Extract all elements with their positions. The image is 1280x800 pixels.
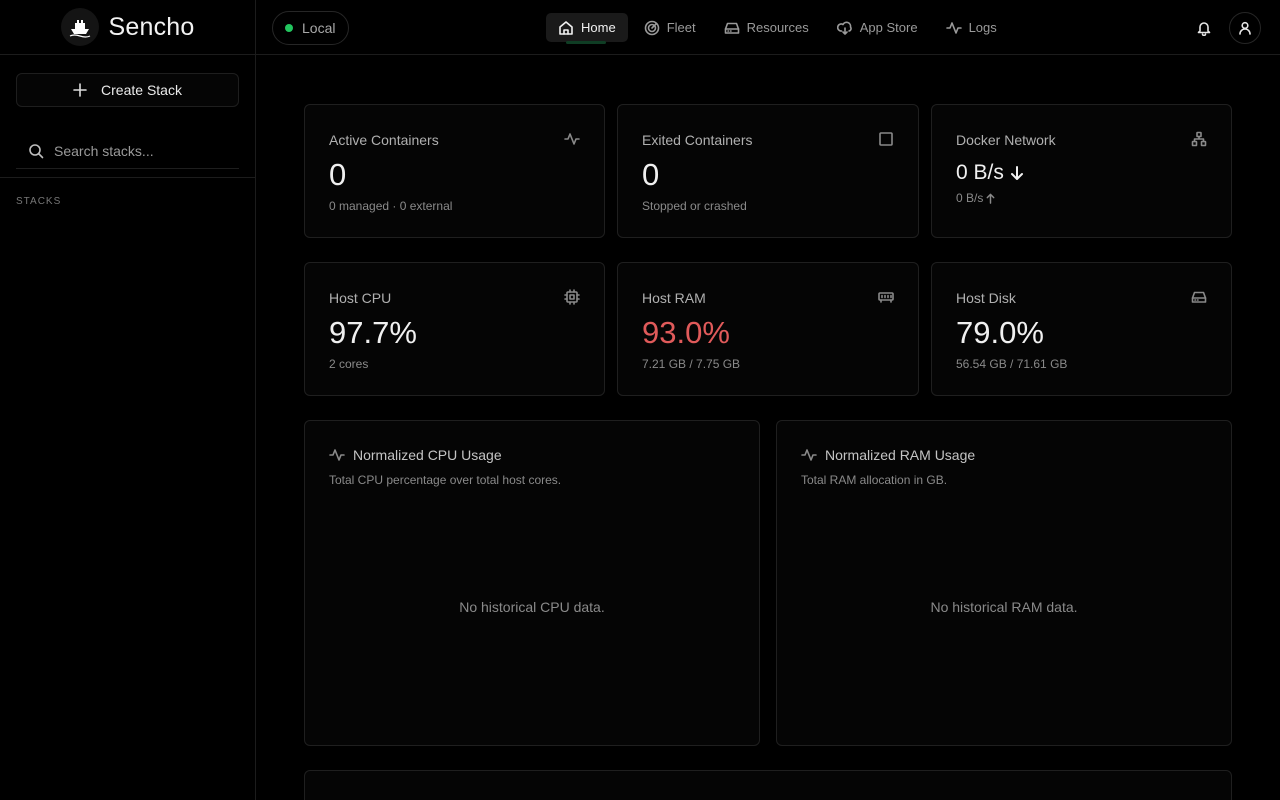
ram-usage-chart-card: Normalized RAM Usage Total RAM allocatio… [776, 420, 1232, 746]
nav-app-store-label: App Store [859, 20, 918, 35]
cpu-usage-chart-card: Normalized CPU Usage Total CPU percentag… [304, 420, 760, 746]
network-icon [1191, 131, 1207, 147]
home-icon [558, 20, 574, 36]
nav-fleet-label: Fleet [666, 20, 696, 35]
chart-header: Normalized RAM Usage [801, 447, 975, 463]
square-icon [878, 131, 894, 147]
hard-drive-icon [724, 20, 740, 36]
activity-icon [945, 20, 962, 36]
exited-containers-card: Exited Containers 0 Stopped or crashed [617, 104, 919, 238]
search-input[interactable] [54, 142, 234, 159]
search-icon [28, 143, 44, 159]
network-rx: 0 B/s [956, 161, 1026, 185]
nav-app-store[interactable]: App Store [825, 13, 930, 42]
card-label: Host Disk [956, 290, 1016, 306]
hard-drive-icon [1191, 289, 1207, 305]
app-name: Sencho [108, 12, 195, 41]
chart-title: Normalized CPU Usage [353, 447, 502, 463]
card-subtext: Stopped or crashed [642, 199, 747, 213]
activity-icon [564, 131, 580, 147]
active-indicator [566, 41, 606, 44]
network-tx: 0 B/s [956, 191, 996, 205]
card-subtext: 2 cores [329, 357, 369, 371]
arrow-down-icon [1008, 164, 1026, 182]
empty-state-message: No historical CPU data. [459, 599, 605, 615]
card-label: Active Containers [329, 132, 439, 148]
nav-logs-label: Logs [968, 20, 997, 35]
card-value: 0 [329, 157, 347, 192]
network-rx-value: 0 B/s [956, 161, 1004, 184]
create-stack-button[interactable]: Create Stack [16, 73, 239, 107]
card-value: 93.0% [642, 315, 730, 350]
card-value: 97.7% [329, 315, 417, 350]
cloud-download-icon [836, 20, 853, 36]
bottom-panel-card [304, 770, 1232, 800]
node-label: Local [302, 20, 336, 36]
nav-home[interactable]: Home [546, 13, 628, 44]
chart-title: Normalized RAM Usage [825, 447, 976, 463]
ship-logo-icon [60, 8, 99, 46]
memory-stick-icon [878, 289, 894, 305]
create-stack-label: Create Stack [101, 82, 182, 98]
card-subtext: 0 managed · 0 external [329, 199, 453, 213]
notifications-button[interactable] [1188, 12, 1220, 44]
activity-icon [329, 447, 345, 463]
node-status-dot [285, 24, 293, 32]
card-value: 0 [642, 157, 660, 192]
main-nav: Home Fleet Resources App Store Logs [546, 13, 1009, 44]
cpu-icon [564, 289, 580, 305]
network-tx-value: 0 B/s [956, 191, 984, 205]
docker-network-card: Docker Network 0 B/s 0 B/s [931, 104, 1232, 238]
card-label: Exited Containers [642, 132, 753, 148]
nav-home-label: Home [581, 20, 616, 35]
bell-icon [1196, 20, 1212, 36]
nav-fleet[interactable]: Fleet [632, 13, 708, 42]
sidebar-divider [0, 177, 256, 178]
host-cpu-card: Host CPU 97.7% 2 cores [304, 262, 605, 396]
user-icon [1237, 20, 1253, 36]
topbar: Local Home Fleet Resources App Stor [256, 0, 1280, 55]
card-subtext: 56.54 GB / 71.61 GB [956, 357, 1068, 371]
active-containers-card: Active Containers 0 0 managed · 0 extern… [304, 104, 605, 238]
chart-description: Total RAM allocation in GB. [801, 473, 948, 487]
host-ram-card: Host RAM 93.0% 7.21 GB / 7.75 GB [617, 262, 919, 396]
plus-icon [73, 83, 87, 97]
card-subtext: 7.21 GB / 7.75 GB [642, 357, 741, 371]
nav-logs[interactable]: Logs [934, 13, 1009, 42]
user-menu-button[interactable] [1229, 12, 1261, 44]
nav-resources-label: Resources [746, 20, 809, 35]
chart-header: Normalized CPU Usage [329, 447, 502, 463]
arrow-up-icon [985, 193, 996, 204]
stack-search[interactable] [16, 133, 239, 169]
card-label: Host RAM [642, 290, 706, 306]
card-label: Docker Network [956, 132, 1056, 148]
host-disk-card: Host Disk 79.0% 56.54 GB / 71.61 GB [931, 262, 1232, 396]
chart-description: Total CPU percentage over total host cor… [329, 473, 562, 487]
radar-icon [644, 20, 660, 36]
node-selector[interactable]: Local [272, 11, 349, 45]
empty-state-message: No historical RAM data. [930, 599, 1078, 615]
activity-icon [801, 447, 817, 463]
card-value: 79.0% [956, 315, 1044, 350]
brand[interactable]: Sencho [0, 0, 255, 55]
stacks-heading: STACKS [16, 196, 62, 207]
sidebar: Sencho Create Stack STACKS [0, 0, 256, 800]
nav-resources[interactable]: Resources [712, 13, 821, 42]
card-label: Host CPU [329, 290, 392, 306]
